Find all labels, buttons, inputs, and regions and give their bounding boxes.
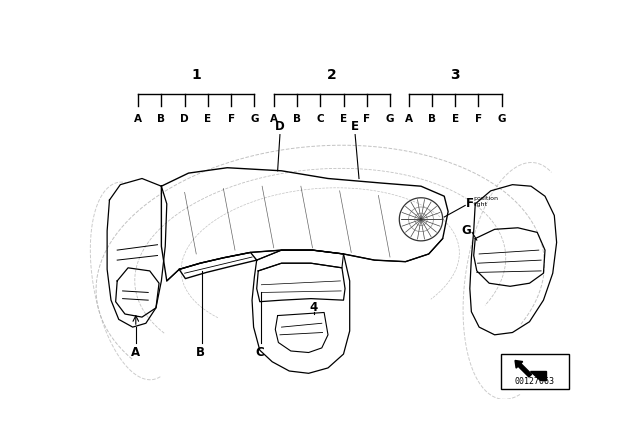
FancyArrow shape: [515, 361, 532, 377]
Text: B: B: [293, 114, 301, 124]
Text: A: A: [269, 114, 278, 124]
Text: E: E: [340, 114, 347, 124]
Text: 00127063: 00127063: [515, 377, 555, 386]
Text: F: F: [475, 114, 482, 124]
Text: F: F: [228, 114, 235, 124]
Text: A: A: [134, 114, 142, 124]
Text: D: D: [275, 120, 285, 133]
Text: 3: 3: [451, 69, 460, 82]
Text: B: B: [157, 114, 165, 124]
Text: position
light: position light: [474, 196, 499, 207]
Text: C: C: [316, 114, 324, 124]
Text: F: F: [466, 198, 474, 211]
Text: B: B: [196, 346, 205, 359]
Text: B: B: [428, 114, 436, 124]
Text: G: G: [461, 224, 472, 237]
Polygon shape: [531, 371, 546, 380]
Text: G: G: [497, 114, 506, 124]
Text: 1: 1: [191, 69, 201, 82]
Text: G: G: [250, 114, 259, 124]
Text: 2: 2: [327, 69, 337, 82]
Text: F: F: [363, 114, 371, 124]
Text: A: A: [404, 114, 413, 124]
Text: E: E: [204, 114, 211, 124]
Text: A: A: [131, 346, 140, 359]
Bar: [501, 354, 569, 389]
Text: 4: 4: [310, 301, 318, 314]
Text: C: C: [255, 346, 264, 359]
Text: E: E: [452, 114, 459, 124]
Text: D: D: [180, 114, 189, 124]
Text: E: E: [351, 120, 359, 133]
Text: G: G: [386, 114, 394, 124]
